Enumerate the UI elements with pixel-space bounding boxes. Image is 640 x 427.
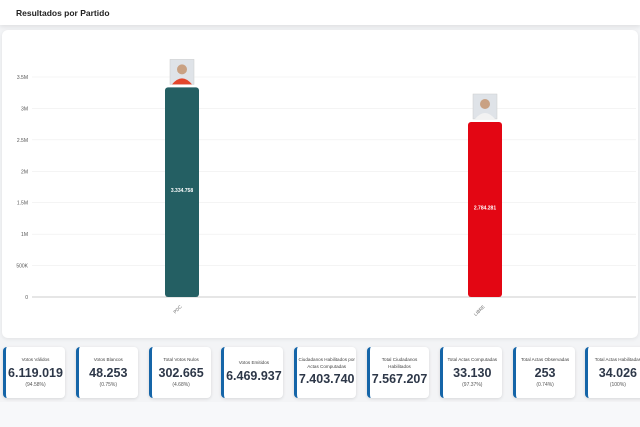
y-tick-label: 3M [21, 106, 28, 112]
stat-label: Total Ciudadanos Habilitados [381, 357, 418, 369]
stat-value: 253 [534, 365, 556, 380]
stat-value: 7.403.740 [298, 371, 355, 386]
stat-percent: (0.74%) [536, 381, 554, 388]
stat-label: Votos Emitidos [238, 360, 270, 366]
stat-percent: (0.75%) [99, 381, 118, 388]
stat-value: 7.567.207 [371, 371, 428, 386]
stat-label: Total Votos Nulos [163, 357, 199, 363]
y-tick-label: 500K [16, 264, 28, 270]
stat-label: Total Actas Habilitadas [594, 357, 640, 363]
stat-card: Votos Emitidos 6.469.937 [221, 347, 284, 398]
stat-value: 34.026 [598, 365, 637, 380]
page-footer-area [0, 402, 640, 427]
stat-label: Total Actas Computadas [447, 357, 498, 363]
y-tick-label: 2M [21, 169, 28, 175]
bar-libre [468, 121, 502, 297]
stat-card: Votos Válidos 6.119.019 (94.58%) [3, 347, 65, 398]
stat-card: Total Actas Computadas 33.130 (97.37%) [439, 347, 502, 398]
page-header: Resultados por Partido [0, 0, 640, 25]
stat-percent: (94.58%) [25, 381, 46, 388]
results-chart-card: 0 500K 1M 1.5M 2M 2.5M 3M 3.5M 3.334.758 PDC 2.784… [2, 30, 638, 338]
candidate-face [177, 64, 187, 75]
y-tick-label: 2.5M [17, 138, 28, 144]
stat-label: Total Actas Observadas [520, 357, 570, 363]
stat-label: Ciudadanos Habilitados por Actas Computa… [298, 357, 355, 369]
y-tick-label: 3.5M [17, 75, 28, 81]
stat-card: Votos Blancos 48.253 (0.75%) [75, 347, 138, 398]
stat-card: Total Actas Observadas 253 (0.74%) [512, 347, 575, 398]
stat-percent: (4.68%) [172, 381, 190, 388]
stat-percent: (100%) [609, 381, 626, 388]
bar-pdc [165, 87, 199, 297]
stat-label: Votos Blancos [93, 357, 123, 363]
bar-value-label: 3.334.758 [171, 188, 193, 194]
y-tick-label: 1.5M [17, 201, 28, 207]
stat-value: 6.119.019 [8, 365, 63, 380]
candidate-face [480, 98, 490, 109]
stat-card: Total Ciudadanos Habilitados 7.567.207 [367, 347, 429, 398]
stat-percent: (97.37%) [462, 381, 483, 388]
results-bar-chart: 0 500K 1M 1.5M 2M 2.5M 3M 3.5M 3.334.758 PDC 2.784… [16, 59, 636, 317]
stat-value: 6.469.937 [226, 368, 282, 383]
candidate-shirt [475, 112, 495, 119]
bar-value-label: 2.784.281 [474, 205, 496, 211]
stat-value: 33.130 [453, 365, 492, 380]
stat-value: 302.665 [158, 365, 204, 380]
stat-card: Total Votos Nulos 302.665 (4.68%) [148, 347, 211, 398]
x-tick-label: PDC [172, 304, 183, 315]
y-tick-label: 1M [21, 232, 28, 238]
x-tick-label: LIBRE [473, 304, 486, 317]
stats-row: Votos Válidos 6.119.019 (94.58%) Votos Bla… [3, 347, 640, 399]
stat-value: 48.253 [89, 365, 128, 380]
y-tick-label: 0 [25, 295, 28, 301]
stat-card: Total Actas Habilitadas 34.026 (100%) [585, 347, 640, 398]
stat-card: Ciudadanos Habilitados por Actas Computa… [294, 347, 357, 398]
page-title: Resultados por Partido [16, 8, 110, 18]
stat-label: Votos Válidos [21, 357, 50, 363]
candidate-shirt [172, 78, 192, 85]
